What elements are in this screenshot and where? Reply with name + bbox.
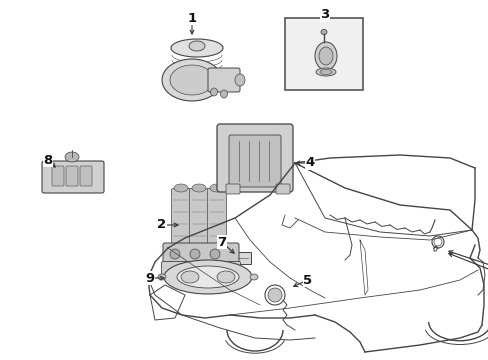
Ellipse shape (65, 152, 79, 162)
Ellipse shape (170, 65, 214, 95)
Circle shape (267, 288, 282, 302)
Text: 3: 3 (320, 9, 329, 22)
FancyBboxPatch shape (66, 166, 78, 186)
Text: 9: 9 (145, 271, 154, 284)
FancyBboxPatch shape (80, 166, 92, 186)
FancyBboxPatch shape (189, 189, 208, 247)
Ellipse shape (163, 260, 251, 294)
Ellipse shape (162, 59, 222, 101)
Ellipse shape (158, 274, 165, 280)
FancyBboxPatch shape (235, 252, 250, 264)
Ellipse shape (320, 30, 326, 35)
FancyBboxPatch shape (52, 166, 64, 186)
Bar (285, 18, 362, 90)
FancyBboxPatch shape (207, 189, 226, 247)
Ellipse shape (189, 41, 204, 51)
Text: 4: 4 (305, 157, 314, 170)
Ellipse shape (315, 68, 335, 76)
Ellipse shape (220, 90, 227, 98)
Ellipse shape (314, 42, 336, 70)
Ellipse shape (249, 274, 258, 280)
FancyBboxPatch shape (275, 184, 289, 194)
Ellipse shape (181, 271, 199, 283)
Ellipse shape (171, 39, 223, 57)
FancyBboxPatch shape (228, 135, 281, 187)
Ellipse shape (217, 271, 235, 283)
FancyBboxPatch shape (207, 68, 240, 92)
Ellipse shape (210, 88, 217, 96)
Ellipse shape (174, 184, 187, 192)
Text: 7: 7 (217, 235, 226, 248)
Ellipse shape (235, 74, 244, 86)
FancyBboxPatch shape (217, 124, 292, 192)
FancyBboxPatch shape (42, 161, 104, 193)
FancyBboxPatch shape (171, 189, 190, 247)
Ellipse shape (192, 184, 205, 192)
FancyBboxPatch shape (225, 184, 240, 194)
Circle shape (170, 249, 180, 259)
Ellipse shape (209, 184, 224, 192)
Text: 5: 5 (303, 274, 312, 287)
Circle shape (209, 249, 220, 259)
Text: 8: 8 (43, 153, 53, 166)
Ellipse shape (177, 266, 239, 288)
FancyBboxPatch shape (163, 243, 239, 265)
Ellipse shape (319, 69, 331, 75)
Text: 1: 1 (187, 12, 196, 24)
Ellipse shape (318, 47, 332, 65)
Text: 2: 2 (157, 219, 166, 231)
Circle shape (190, 249, 200, 259)
FancyBboxPatch shape (161, 261, 240, 274)
